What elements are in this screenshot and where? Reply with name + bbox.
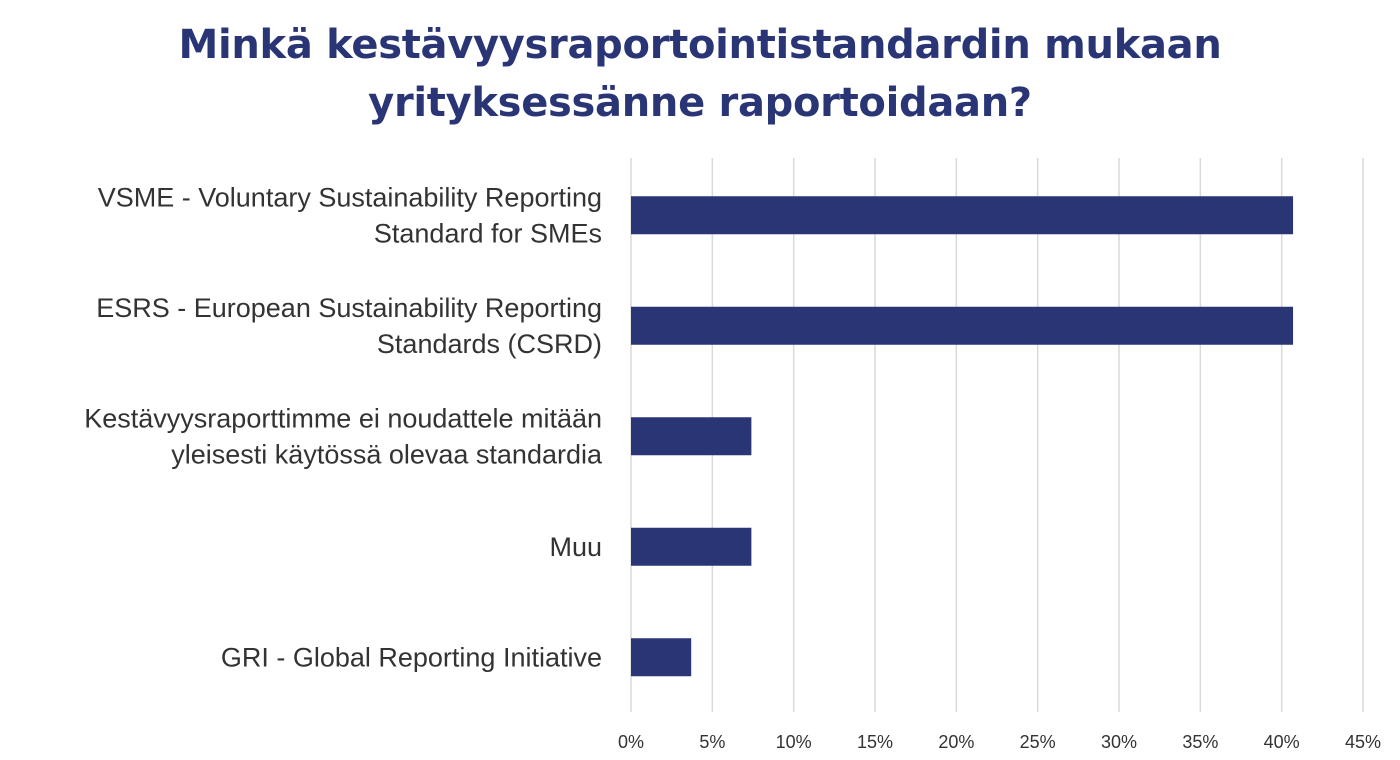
bar — [631, 196, 1294, 235]
x-tick-label: 0% — [618, 732, 644, 752]
bar — [631, 527, 752, 566]
chart-title: Minkä kestävyysraportointistandardin muk… — [0, 16, 1400, 132]
category-labels: VSME - Voluntary Sustainability Reportin… — [84, 182, 603, 672]
chart-title-line-1: Minkä kestävyysraportointistandardin muk… — [178, 22, 1222, 68]
category-label-line: GRI - Global Reporting Initiative — [221, 642, 602, 672]
category-label-line: Standard for SMEs — [374, 218, 602, 248]
x-tick-label: 15% — [857, 732, 893, 752]
category-label-line: Muu — [549, 532, 602, 562]
x-tick-label: 35% — [1182, 732, 1218, 752]
chart-title-line-2: yrityksessänne raportoidaan? — [368, 80, 1032, 126]
category-label: ESRS - European Sustainability Reporting… — [96, 293, 602, 359]
category-label: Kestävyysraporttimme ei noudattele mitää… — [84, 403, 603, 469]
bar — [631, 306, 1294, 345]
bars — [631, 196, 1294, 677]
x-tick-label: 10% — [776, 732, 812, 752]
category-label-line: Standards (CSRD) — [377, 329, 602, 359]
category-label-line: VSME - Voluntary Sustainability Reportin… — [98, 182, 602, 212]
category-label-line: Kestävyysraporttimme ei noudattele mitää… — [84, 403, 602, 433]
x-tick-label: 25% — [1020, 732, 1056, 752]
x-tick-label: 20% — [938, 732, 974, 752]
bar — [631, 638, 692, 677]
x-axis-ticks: 0% 5% 10% 15% 20% 25% 30% 35% 40% 45% — [618, 732, 1381, 752]
category-label: VSME - Voluntary Sustainability Reportin… — [98, 182, 602, 248]
x-tick-label: 40% — [1264, 732, 1300, 752]
category-label-line: ESRS - European Sustainability Reporting — [96, 293, 602, 323]
category-label-line: yleisesti käytössä olevaa standardia — [171, 439, 603, 469]
x-tick-label: 5% — [699, 732, 725, 752]
category-label: GRI - Global Reporting Initiative — [221, 642, 602, 672]
bar — [631, 417, 752, 456]
grid-lines — [630, 158, 1364, 712]
x-tick-label: 45% — [1345, 732, 1381, 752]
x-tick-label: 30% — [1101, 732, 1137, 752]
category-label: Muu — [549, 532, 602, 562]
